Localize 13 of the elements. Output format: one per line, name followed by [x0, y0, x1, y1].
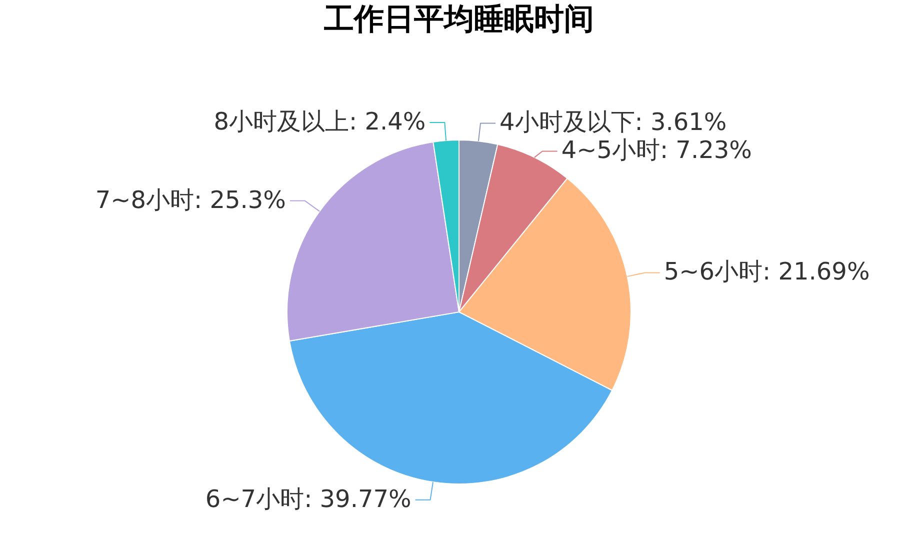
chart-title: 工作日平均睡眠时间	[323, 2, 594, 37]
data-label: : 25.3%	[194, 186, 286, 214]
slice-label: 8小时及以上	[214, 108, 350, 136]
slice-label: 6~7小时	[205, 484, 304, 513]
data-label: : 3.61%	[634, 108, 727, 136]
slice-label: 5~6小时	[664, 258, 763, 286]
slice-label: 4小时及以下	[500, 108, 635, 136]
data-label: : 7.23%	[660, 136, 752, 164]
slice-label: 4~5小时	[561, 136, 660, 164]
slice-label: 7~8小时	[95, 186, 194, 214]
data-label: : 2.4%	[349, 108, 426, 136]
data-label: : 21.69%	[762, 258, 870, 286]
data-label: : 39.77%	[304, 484, 412, 513]
